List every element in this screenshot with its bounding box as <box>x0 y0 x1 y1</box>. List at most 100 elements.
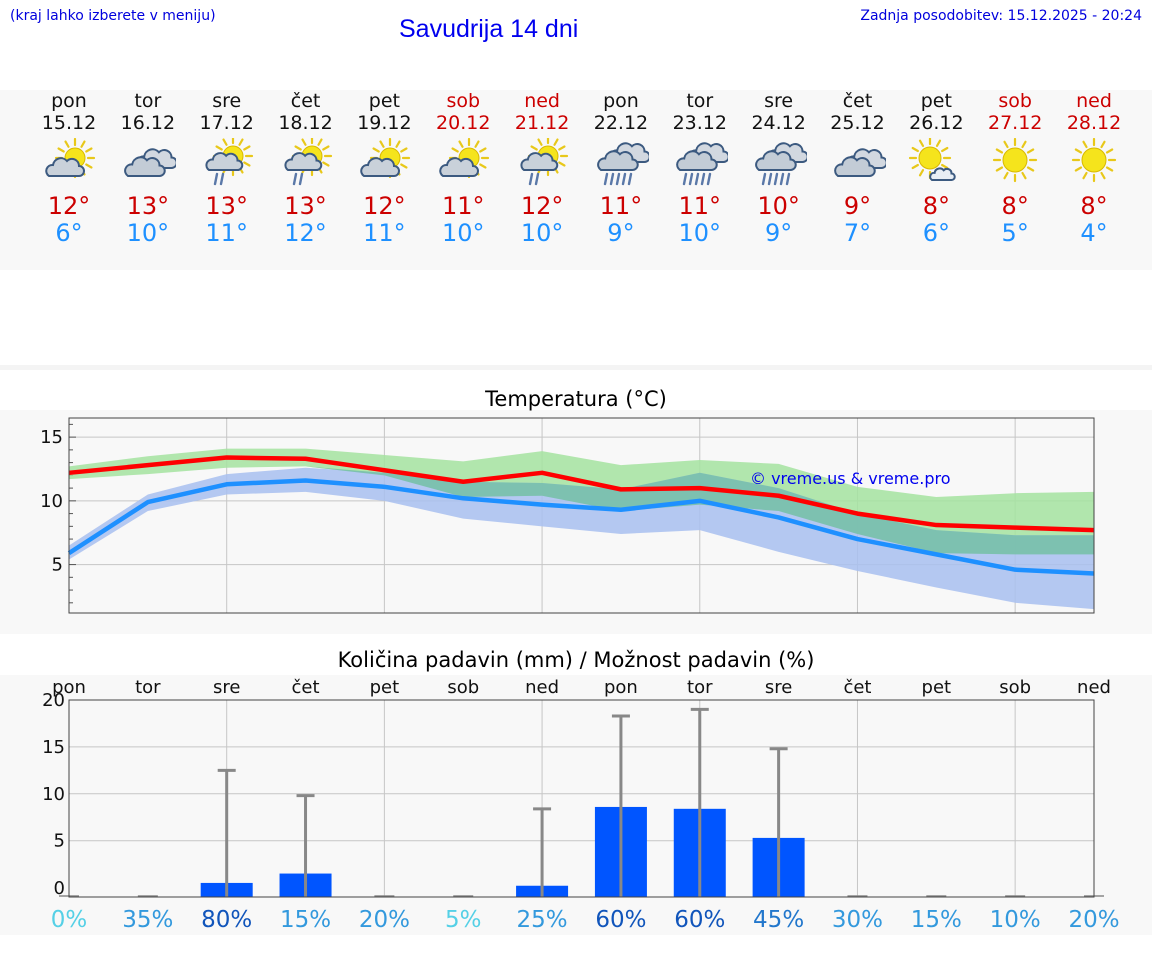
day-name: ned <box>1076 90 1112 112</box>
day-column: sre 24.12 10° 9° <box>739 90 819 246</box>
max-temperature: 13° <box>126 192 170 220</box>
day-date: 21.12 <box>514 112 570 134</box>
day-column: ned 21.12 12° 10° <box>502 90 582 246</box>
max-temperature-line <box>68 455 1095 533</box>
category-label: sre <box>213 677 240 698</box>
plot-area <box>69 700 1094 897</box>
category-label: sob <box>447 677 479 698</box>
day-column: čet 18.12 13° 12° <box>266 90 346 246</box>
plot-frame <box>68 699 1095 898</box>
partly-cloudy-icon <box>439 138 490 179</box>
category-label: ned <box>1077 677 1111 698</box>
precipitation-probability: 80% <box>201 907 252 933</box>
precipitation-chart-title: Količina padavin (mm) / Možnost padavin … <box>337 648 815 672</box>
precipitation-probability: 25% <box>517 907 568 933</box>
max-temperature: 11° <box>678 192 722 220</box>
precipitation-probability: 10% <box>990 907 1041 933</box>
day-name: pon <box>603 90 639 112</box>
max-temperature: 8° <box>922 192 950 220</box>
last-update-text: Zadnja posodobitev: 15.12.2025 - 20:24 <box>860 8 1142 24</box>
category-label: pet <box>370 677 400 698</box>
category-label: pet <box>922 677 952 698</box>
y-tick-label: 5 <box>54 831 65 852</box>
category-label: tor <box>135 677 161 698</box>
day-column: čet 25.12 9° 7° <box>818 90 898 246</box>
precipitation-probability: 60% <box>595 907 646 933</box>
sun-shower-icon <box>283 138 332 186</box>
section-divider <box>0 365 1152 370</box>
day-column: tor 16.12 13° 10° <box>108 90 188 246</box>
category-label: čet <box>292 677 320 698</box>
y-tick-label: 0 <box>54 878 65 899</box>
precipitation-probability: 35% <box>122 907 173 933</box>
day-name: sre <box>764 90 794 112</box>
category-label: ned <box>525 677 559 698</box>
day-name: čet <box>842 90 873 112</box>
min-temperature: 6° <box>55 219 83 247</box>
partly-cloudy-icon <box>360 138 411 179</box>
day-date: 27.12 <box>987 112 1043 134</box>
day-column: pet 26.12 8° 6° <box>896 90 976 246</box>
day-date: 22.12 <box>593 112 649 134</box>
plot-frame <box>68 417 1095 614</box>
day-column: pon 22.12 11° 9° <box>581 90 661 246</box>
day-date: 28.12 <box>1066 112 1122 134</box>
max-temperature: 13° <box>284 192 327 220</box>
day-date: 18.12 <box>278 112 333 134</box>
day-date: 25.12 <box>830 112 885 134</box>
sun-small-cloud-icon <box>909 138 957 181</box>
day-name: sre <box>212 90 242 112</box>
day-column: pon 15.12 12° 6° <box>29 90 109 246</box>
min-temperature: 9° <box>765 219 793 247</box>
day-date: 15.12 <box>41 112 97 134</box>
day-column: sob 20.12 11° 10° <box>423 90 503 246</box>
day-name: pet <box>920 90 952 112</box>
y-tick-label: 20 <box>42 690 65 711</box>
y-tick-label: 10 <box>40 491 63 512</box>
temperature-chart-title: Temperatura (°C) <box>485 387 667 411</box>
day-name: čet <box>290 90 321 112</box>
min-temperature: 10° <box>126 219 170 247</box>
day-column: ned 28.12 8° 4° <box>1054 90 1134 246</box>
min-temperature: 7° <box>843 219 872 247</box>
day-name: tor <box>134 90 162 112</box>
daily-forecast-strip: pon 15.12 12° 6° tor 16.12 13° 10° sre 17.12 13° 11… <box>0 90 1152 270</box>
max-temperature: 13° <box>205 192 248 220</box>
day-name: sob <box>998 90 1032 112</box>
day-name: pet <box>368 90 400 112</box>
day-name: sob <box>446 90 481 112</box>
region-hint-link[interactable]: (kraj lahko izberete v meniju) <box>10 8 216 24</box>
min-temperature: 9° <box>607 219 635 247</box>
min-temperature: 10° <box>678 219 722 247</box>
min-temperature: 4° <box>1080 219 1108 247</box>
min-temperature: 11° <box>205 219 248 247</box>
sun-shower-icon <box>205 138 253 186</box>
day-date: 19.12 <box>357 112 412 134</box>
precipitation-probability: 15% <box>911 907 962 933</box>
category-label: pon <box>604 677 638 698</box>
min-temperature: 11° <box>363 219 406 247</box>
min-temperature: 10° <box>520 219 564 247</box>
day-date: 24.12 <box>751 112 806 134</box>
max-temperature: 10° <box>757 192 800 220</box>
min-temperature: 10° <box>441 219 485 247</box>
day-date: 26.12 <box>909 112 964 134</box>
forecast-background <box>0 90 1152 270</box>
day-column: pet 19.12 12° 11° <box>344 90 424 246</box>
category-label: pon <box>52 677 86 698</box>
day-date: 16.12 <box>120 112 176 134</box>
day-name: pon <box>51 90 87 112</box>
rain-cloud-icon <box>597 142 649 186</box>
max-temperature: 11° <box>599 192 643 220</box>
y-tick-label: 15 <box>40 427 63 448</box>
max-temperature: 11° <box>441 192 485 220</box>
max-temperature: 12° <box>520 192 564 220</box>
sun-shower-icon <box>520 138 569 186</box>
temperature-chart: 5 10 15 © vreme.us & vreme.pro <box>40 417 1095 614</box>
max-temperature: 8° <box>1080 192 1108 220</box>
precipitation-probability: 0% <box>51 907 88 933</box>
category-label: čet <box>843 677 871 698</box>
max-temperature: 9° <box>843 192 872 220</box>
y-tick-label: 15 <box>42 737 65 758</box>
min-temperature: 12° <box>284 219 327 247</box>
